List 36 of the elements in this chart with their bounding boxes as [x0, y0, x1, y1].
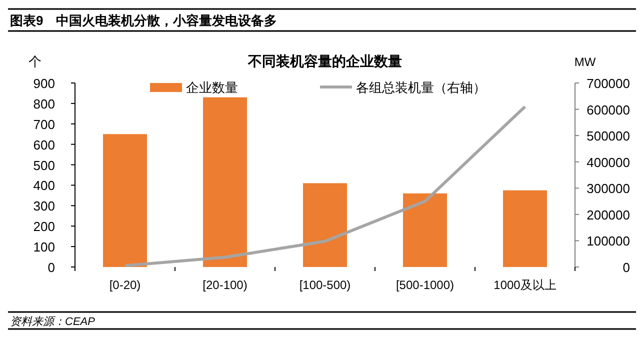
y-tick-label: 900 — [33, 76, 55, 91]
y2-tick-label: 400000 — [586, 154, 630, 170]
y2-tick-label: 500000 — [586, 128, 630, 144]
y-tick-label: 0 — [48, 260, 55, 275]
y-tick-label: 700 — [33, 116, 55, 132]
y2-tick-label: 100000 — [586, 234, 630, 249]
x-tick-label: [0-20) — [109, 278, 141, 292]
bar — [403, 193, 447, 267]
y2-axis-title: MW — [574, 55, 596, 69]
y-tick-label: 600 — [33, 137, 55, 152]
text: 图表9 中国火电装机分散，小容量发电设备多 — [10, 13, 278, 28]
bar — [203, 97, 247, 267]
x-tick-label: [100-500) — [299, 278, 351, 292]
legend-label: 企业数量 — [186, 80, 238, 95]
y2-tick-label: 200000 — [586, 207, 630, 222]
bar — [303, 183, 347, 267]
y2-tick-label: 300000 — [586, 181, 630, 196]
y-axis-title: 个 — [28, 54, 42, 69]
y-tick-label: 400 — [33, 178, 55, 194]
y2-tick-label: 0 — [622, 260, 630, 275]
y2-tick-label: 700000 — [586, 76, 630, 91]
bar — [103, 134, 147, 267]
legend-label: 各组总装机量（右轴） — [356, 80, 486, 95]
y-tick-label: 200 — [33, 219, 55, 234]
chart-title: 不同装机容量的企业数量 — [247, 53, 402, 69]
y-tick-label: 100 — [33, 240, 55, 255]
text: 资料来源：CEAP — [10, 315, 96, 328]
y-tick-label: 800 — [33, 96, 55, 112]
x-tick-label: [500-1000) — [396, 278, 454, 292]
bar — [503, 190, 547, 267]
line-series — [124, 105, 526, 268]
x-tick-label: [20-100) — [202, 278, 248, 292]
y-tick-label: 300 — [33, 198, 55, 214]
y2-tick-label: 600000 — [586, 102, 630, 118]
x-tick-label: 1000及以上 — [494, 278, 556, 292]
y-tick-label: 500 — [33, 158, 55, 173]
